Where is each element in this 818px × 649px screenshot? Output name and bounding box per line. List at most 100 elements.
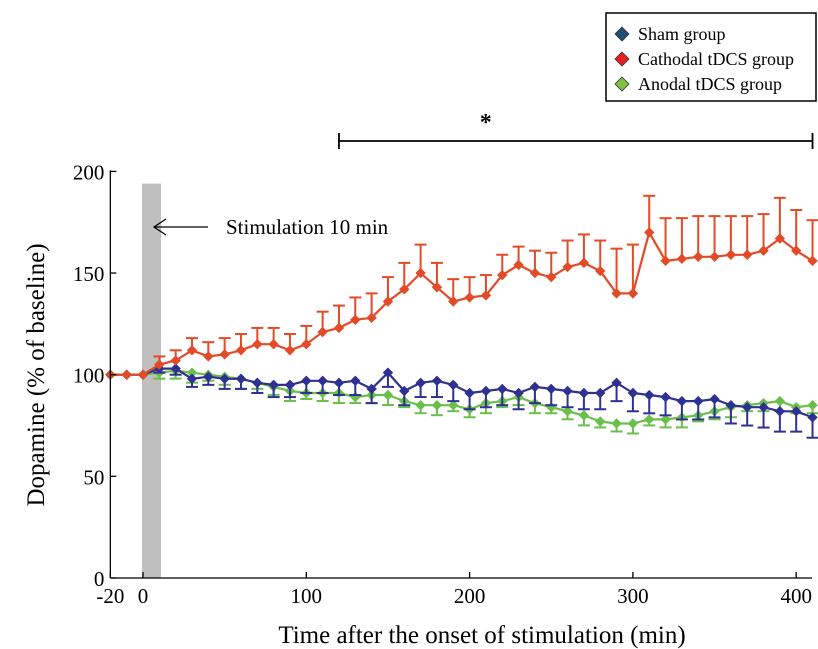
x-tick-label: 400	[780, 584, 812, 608]
data-point	[758, 402, 769, 413]
data-point	[235, 373, 247, 384]
data-point	[611, 377, 622, 389]
data-point	[382, 296, 394, 307]
data-point	[546, 383, 557, 395]
data-point	[627, 288, 639, 299]
data-point	[644, 414, 655, 425]
data-point	[186, 367, 198, 378]
legend-marker	[614, 26, 630, 42]
x-tick-label: -20	[96, 584, 124, 608]
data-point	[725, 249, 737, 260]
data-point	[268, 339, 279, 350]
y-tick-label: 100	[73, 364, 105, 388]
data-point	[578, 257, 590, 269]
data-point	[627, 387, 639, 399]
data-point	[595, 265, 606, 277]
data-point	[807, 399, 818, 411]
data-point	[333, 322, 345, 334]
y-tick-label: 150	[73, 262, 105, 286]
legend-marker	[614, 76, 630, 92]
data-point	[497, 269, 508, 281]
data-point	[660, 414, 671, 425]
y-tick-label: 200	[73, 160, 105, 184]
data-point	[284, 345, 296, 356]
data-point	[595, 416, 606, 427]
data-point	[742, 402, 753, 413]
data-point	[366, 383, 377, 395]
data-point	[448, 379, 459, 391]
series-cathodal-tdcs-group	[105, 194, 818, 380]
significance-asterisk: *	[480, 110, 492, 136]
data-point	[562, 261, 573, 273]
y-tick-label: 0	[94, 567, 105, 591]
data-point	[480, 385, 492, 397]
stimulation-arrow-head	[152, 218, 167, 236]
data-point	[513, 259, 524, 271]
data-point	[725, 399, 737, 411]
data-point	[676, 395, 688, 407]
data-point	[431, 375, 443, 386]
data-point	[807, 255, 818, 267]
data-point	[448, 296, 459, 307]
data-point	[350, 314, 361, 326]
data-point	[497, 383, 508, 395]
data-point	[219, 373, 230, 384]
x-tick-label: 0	[138, 584, 149, 608]
data-point	[529, 267, 541, 279]
data-point	[791, 245, 802, 256]
data-point	[480, 290, 492, 301]
data-point	[611, 288, 622, 299]
data-point	[350, 375, 361, 386]
data-point	[660, 255, 671, 267]
data-point	[399, 385, 410, 397]
series-sham-group	[105, 363, 818, 439]
x-axis-title: Time after the onset of stimulation (min…	[278, 622, 685, 649]
y-tick-label: 50	[83, 465, 104, 489]
data-point	[807, 412, 818, 423]
data-point	[709, 251, 720, 262]
data-point	[595, 387, 606, 399]
data-point	[301, 375, 312, 386]
data-point	[121, 369, 132, 380]
data-point	[154, 359, 165, 370]
data-point	[301, 339, 312, 350]
y-axis-title: Dopamine (% of baseline)	[23, 243, 50, 506]
x-tick-label: 200	[454, 584, 486, 608]
data-point	[415, 267, 426, 279]
data-point	[774, 233, 786, 244]
legend-label: Sham group	[638, 24, 726, 44]
data-point	[448, 399, 459, 411]
data-point	[415, 399, 426, 411]
stimulation-label: Stimulation 10 min	[226, 215, 389, 239]
data-point	[137, 369, 149, 380]
data-point	[382, 389, 394, 401]
data-point	[431, 282, 443, 293]
data-point	[644, 389, 655, 401]
data-point	[774, 395, 786, 407]
x-tick-label: 100	[291, 584, 323, 608]
data-point	[186, 373, 198, 384]
data-point	[562, 385, 573, 397]
data-point	[203, 371, 214, 382]
data-point	[611, 418, 622, 429]
data-point	[529, 381, 541, 393]
data-point	[627, 418, 639, 429]
data-point	[284, 379, 296, 391]
data-point	[317, 375, 328, 386]
data-point	[709, 393, 720, 405]
x-tick-label: 300	[617, 584, 649, 608]
data-point	[186, 345, 198, 356]
data-point	[219, 349, 230, 360]
stimulation-band	[142, 183, 161, 578]
data-point	[562, 406, 573, 417]
data-point	[399, 284, 410, 295]
data-point	[366, 312, 377, 323]
data-point	[252, 377, 263, 389]
data-point	[578, 410, 590, 421]
legend-marker	[614, 51, 630, 67]
data-point	[546, 271, 557, 283]
data-point	[333, 377, 345, 389]
data-point	[382, 367, 394, 378]
